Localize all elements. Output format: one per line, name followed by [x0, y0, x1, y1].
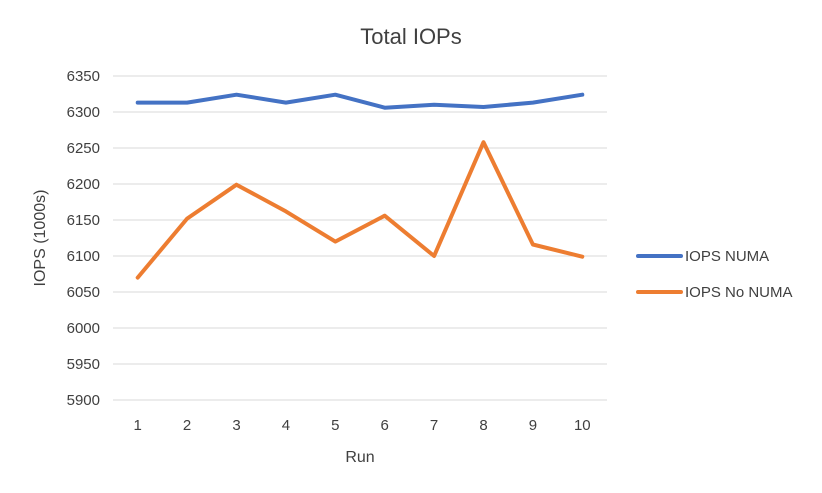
- y-axis-label: IOPS (1000s): [32, 190, 49, 287]
- x-tick-label: 6: [381, 417, 389, 434]
- y-tick-label: 6200: [67, 176, 100, 193]
- legend-label-0: IOPS NUMA: [685, 248, 769, 265]
- y-tick-label: 6300: [67, 104, 100, 121]
- y-tick-label: 6250: [67, 140, 100, 157]
- chart-title: Total IOPs: [360, 24, 461, 49]
- x-tick-label: 3: [232, 417, 240, 434]
- y-tick-labels: 5900 5950 6000 6050 6100 6150 6200 6250 6300 6350: [67, 68, 100, 409]
- y-tick-label: 5900: [67, 392, 100, 409]
- series-lines: [135, 92, 585, 280]
- x-tick-label: 8: [479, 417, 487, 434]
- x-tick-label: 7: [430, 417, 438, 434]
- series-line-0: [135, 92, 585, 110]
- x-tick-label: 1: [134, 417, 142, 434]
- legend: IOPS NUMA IOPS No NUMA: [636, 248, 793, 301]
- x-tick-labels: 1 2 3 4 5 6 7 8 9 10: [134, 417, 591, 434]
- gridlines: [113, 75, 607, 401]
- y-tick-label: 6350: [67, 68, 100, 85]
- x-axis-label: Run: [345, 449, 374, 466]
- x-tick-label: 4: [282, 417, 290, 434]
- x-tick-label: 5: [331, 417, 339, 434]
- x-tick-label: 10: [574, 417, 591, 434]
- series-line-1: [135, 140, 585, 280]
- legend-label-1: IOPS No NUMA: [685, 284, 793, 301]
- x-tick-label: 2: [183, 417, 191, 434]
- y-tick-label: 6150: [67, 212, 100, 229]
- y-tick-label: 5950: [67, 356, 100, 373]
- y-tick-label: 6100: [67, 248, 100, 265]
- y-tick-label: 6000: [67, 320, 100, 337]
- x-tick-label: 9: [529, 417, 537, 434]
- y-tick-label: 6050: [67, 284, 100, 301]
